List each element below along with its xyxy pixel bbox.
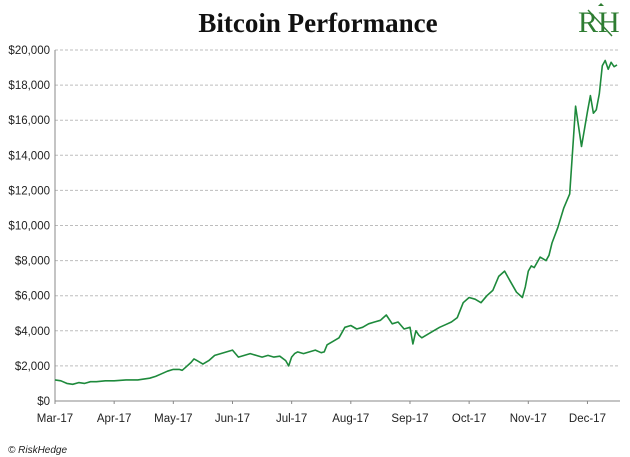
copyright-text: © RiskHedge: [8, 445, 67, 456]
series-layer: [54, 59, 618, 386]
grid: [55, 49, 620, 367]
y-tick-label: $12,000: [8, 185, 50, 197]
logo-accent-stroke: [587, 9, 613, 37]
y-tick-label: $14,000: [8, 150, 50, 162]
y-tick-label: $20,000: [8, 45, 50, 57]
x-tick-label: Mar-17: [37, 413, 73, 425]
y-tick-label: $4,000: [15, 326, 50, 338]
x-tick-label: Dec-17: [569, 413, 606, 425]
y-tick-label: $10,000: [8, 221, 50, 233]
y-tick-label: $0: [37, 396, 50, 408]
logo: RH: [578, 3, 620, 39]
y-tick-labels: $0 $2,000 $4,000 $6,000 $8,000 $10,000 $12,000…: [8, 45, 50, 408]
y-tick-label: $8,000: [15, 256, 50, 268]
chart-title: Bitcoin Performance: [198, 8, 437, 38]
x-tick-label: Aug-17: [332, 413, 369, 425]
axes: [54, 50, 620, 404]
x-tick-label: Apr-17: [97, 413, 132, 425]
x-tick-label: Jul-17: [276, 413, 307, 425]
y-tick-label: $2,000: [15, 361, 50, 373]
x-tick-label: Nov-17: [510, 413, 547, 425]
logo-accent-leaf: [598, 3, 604, 6]
x-tick-label: Sep-17: [391, 413, 428, 425]
y-tick-label: $18,000: [8, 80, 50, 92]
x-tick-label: Oct-17: [452, 413, 487, 425]
y-tick-label: $6,000: [15, 291, 50, 303]
x-tick-labels: Mar-17 Apr-17 May-17 Jun-17 Jul-17 Aug-17 Sep-…: [37, 413, 606, 425]
y-tick-label: $16,000: [8, 115, 50, 127]
x-tick-label: Jun-17: [215, 413, 250, 425]
x-tick-label: May-17: [154, 413, 192, 425]
series-line-bitcoin: [54, 59, 618, 386]
